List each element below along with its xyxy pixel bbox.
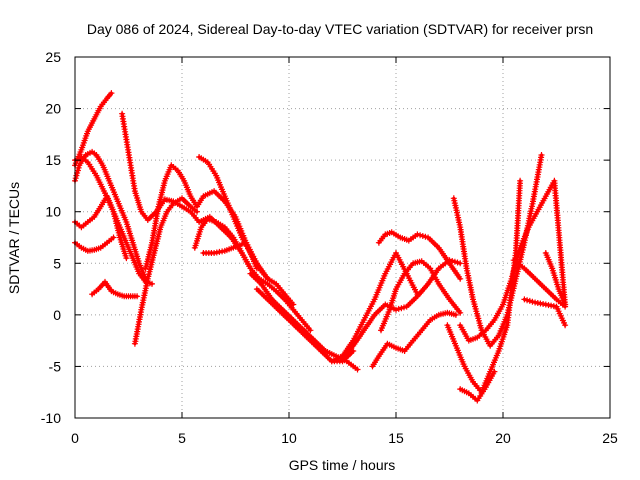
y-tick-label: -10: [41, 410, 61, 426]
data-series-pass-24: [510, 257, 569, 310]
data-series-pass-25: [521, 296, 569, 329]
chart-title: Day 086 of 2024, Sidereal Day-to-day VTE…: [87, 21, 593, 37]
data-series-pass-22: [444, 177, 524, 396]
series-markers: [375, 229, 464, 282]
data-series-pass-15: [328, 250, 421, 365]
y-tick-label: 10: [45, 204, 61, 220]
y-tick-label: -5: [49, 358, 62, 374]
data-series-pass-08: [131, 195, 200, 347]
data-series-pass-14: [253, 286, 357, 365]
series-markers: [542, 250, 569, 308]
y-tick-label: 20: [45, 101, 61, 117]
data-series-pass-11: [191, 215, 314, 334]
data-series-pass-26: [542, 250, 569, 308]
data-series-pass-19: [378, 258, 464, 334]
x-tick-label: 5: [178, 430, 186, 446]
plot-frame: [74, 56, 611, 419]
series-markers: [444, 177, 524, 396]
series-markers: [378, 258, 464, 334]
data-series-pass-23: [457, 368, 498, 404]
series-markers: [510, 257, 569, 310]
ticks: [74, 56, 611, 419]
series-markers: [191, 215, 314, 334]
y-tick-label: 25: [45, 49, 61, 65]
x-axis-label: GPS time / hours: [289, 457, 396, 473]
series-markers: [131, 195, 200, 347]
tick-labels: 0 5 10 15 20 25 -10 -5 0 5 10 15 20 25: [41, 49, 618, 446]
series-markers: [369, 309, 459, 370]
data-series-pass-06: [89, 278, 141, 300]
data-series-pass-18: [369, 309, 459, 370]
y-tick-label: 0: [53, 307, 61, 323]
x-tick-label: 10: [281, 430, 297, 446]
series-markers: [253, 286, 357, 365]
data-series-pass-17: [375, 229, 464, 282]
series-markers: [200, 239, 271, 282]
y-tick-label: 5: [53, 255, 61, 271]
x-tick-label: 15: [388, 430, 404, 446]
x-tick-label: 0: [71, 430, 79, 446]
data-series-pass-12: [200, 239, 271, 282]
x-tick-label: 20: [495, 430, 511, 446]
series-markers: [457, 368, 498, 404]
x-tick-label: 25: [602, 430, 618, 446]
series-markers: [521, 296, 569, 329]
y-axis-label: SDTVAR / TECUs: [6, 182, 22, 294]
y-tick-label: 15: [45, 152, 61, 168]
series-markers: [89, 278, 141, 300]
data-series-pass-04: [72, 193, 130, 262]
data-series-layer: [72, 90, 569, 404]
